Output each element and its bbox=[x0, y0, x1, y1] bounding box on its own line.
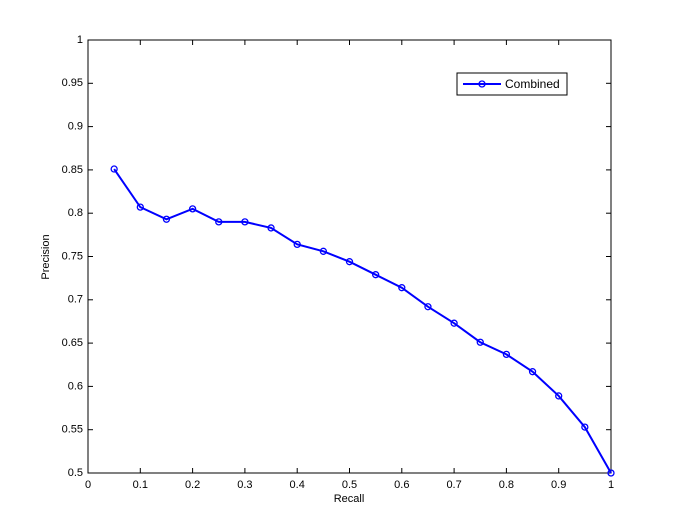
x-tick-label: 0.7 bbox=[446, 479, 461, 491]
y-tick-label: 0.7 bbox=[68, 294, 83, 306]
x-tick-label: 0.4 bbox=[290, 479, 305, 491]
data-point bbox=[110, 165, 118, 173]
x-tick-label: 0.2 bbox=[185, 479, 200, 491]
data-point bbox=[398, 284, 406, 292]
y-tick-label: 0.85 bbox=[62, 164, 83, 176]
data-point bbox=[136, 203, 144, 211]
legend-label: Combined bbox=[505, 77, 560, 91]
x-tick-label: 0.8 bbox=[499, 479, 514, 491]
data-point bbox=[215, 218, 223, 226]
plot-area bbox=[87, 39, 612, 474]
data-point bbox=[293, 240, 301, 249]
data-point bbox=[476, 338, 484, 346]
data-point bbox=[581, 423, 589, 431]
data-point bbox=[319, 247, 328, 255]
x-tick-label: 0.1 bbox=[133, 479, 148, 491]
x-tick-label: 0.6 bbox=[394, 479, 409, 491]
data-point bbox=[528, 368, 537, 376]
y-tick-label: 0.95 bbox=[62, 77, 83, 89]
y-tick-label: 0.65 bbox=[62, 337, 83, 349]
data-point bbox=[241, 218, 249, 226]
y-tick-label: 0.6 bbox=[68, 380, 83, 392]
y-tick-label: 0.55 bbox=[62, 424, 83, 436]
legend-box bbox=[456, 72, 568, 96]
data-point bbox=[555, 392, 563, 400]
data-point bbox=[607, 469, 615, 477]
x-axis-label: Recall bbox=[334, 493, 365, 505]
data-point bbox=[267, 224, 275, 232]
x-tick-label: 0.5 bbox=[342, 479, 357, 491]
x-tick-label: 0.3 bbox=[237, 479, 252, 491]
data-point bbox=[502, 350, 511, 359]
x-tick-label: 0 bbox=[85, 479, 91, 491]
data-point bbox=[371, 271, 380, 279]
data-line bbox=[113, 168, 612, 474]
data-point bbox=[424, 303, 432, 311]
x-tick-label: 0.9 bbox=[551, 479, 566, 491]
y-tick-label: 0.75 bbox=[62, 250, 83, 262]
data-point bbox=[345, 258, 354, 266]
y-tick-label: 0.8 bbox=[68, 207, 83, 219]
y-tick-label: 0.5 bbox=[68, 467, 83, 479]
legend-marker bbox=[478, 80, 486, 88]
data-point bbox=[162, 215, 171, 223]
y-tick-label: 0.9 bbox=[68, 121, 83, 133]
x-tick-label: 1 bbox=[608, 479, 614, 491]
data-point bbox=[188, 205, 197, 213]
y-axis-label: Precision bbox=[40, 234, 52, 279]
y-tick-label: 1 bbox=[77, 34, 83, 46]
data-point bbox=[450, 319, 458, 327]
